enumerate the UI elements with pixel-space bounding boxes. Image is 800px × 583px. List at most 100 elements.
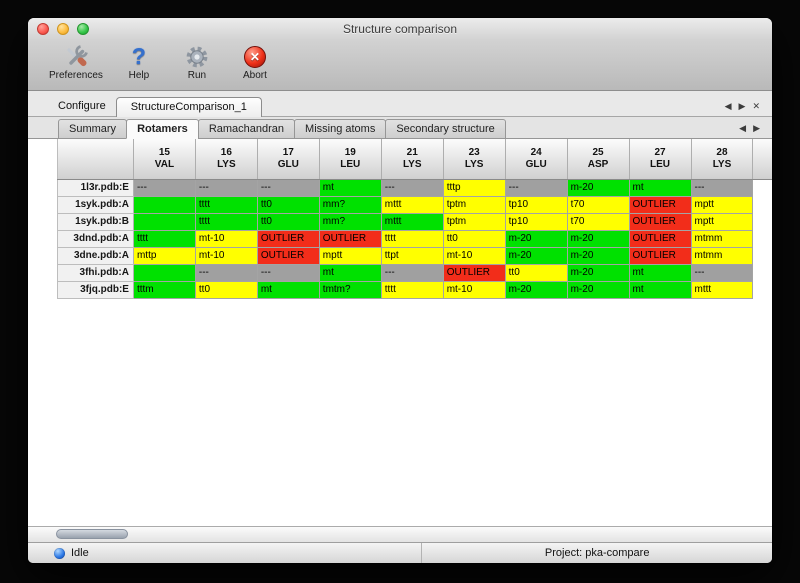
- rotamer-cell[interactable]: OUTLIER: [257, 230, 320, 248]
- close-config-icon[interactable]: ✕: [752, 101, 760, 111]
- rotamer-cell[interactable]: OUTLIER: [257, 247, 320, 265]
- rotamer-cell[interactable]: mm?: [319, 196, 382, 214]
- rotamer-cell[interactable]: tp10: [505, 213, 568, 231]
- rotamer-cell[interactable]: ---: [257, 264, 320, 282]
- column-header-25[interactable]: 25 ASP: [567, 139, 630, 180]
- rotamer-cell[interactable]: OUTLIER: [629, 213, 692, 231]
- rotamer-cell[interactable]: mt: [629, 281, 692, 299]
- rotamer-cell[interactable]: m-20: [567, 179, 630, 197]
- prev-config-icon[interactable]: ◀: [724, 101, 732, 111]
- rotamer-cell[interactable]: ---: [381, 179, 444, 197]
- rotamer-cell[interactable]: ---: [691, 264, 754, 282]
- rotamer-cell[interactable]: tt0: [505, 264, 568, 282]
- rotamer-cell[interactable]: OUTLIER: [319, 230, 382, 248]
- rotamer-cell[interactable]: ---: [195, 264, 258, 282]
- rotamer-cell[interactable]: tp10: [505, 196, 568, 214]
- next-tab-icon[interactable]: ▶: [753, 123, 760, 133]
- rotamer-cell[interactable]: tptm: [443, 213, 506, 231]
- minimize-window-button[interactable]: [57, 23, 69, 35]
- rotamer-cell[interactable]: m-20: [505, 281, 568, 299]
- row-label[interactable]: 1l3r.pdb:E: [57, 179, 134, 197]
- abort-button[interactable]: ✕ Abort: [230, 42, 280, 82]
- titlebar[interactable]: Structure comparison: [28, 18, 772, 40]
- rotamer-cell[interactable]: tt0: [257, 196, 320, 214]
- row-label[interactable]: 3dnd.pdb:A: [57, 230, 134, 248]
- rotamer-cell[interactable]: ---: [381, 264, 444, 282]
- rotamer-cell[interactable]: m-20: [505, 247, 568, 265]
- rotamer-cell[interactable]: [133, 264, 196, 282]
- rotamer-cell[interactable]: mt: [629, 264, 692, 282]
- rotamer-cell[interactable]: m-20: [567, 247, 630, 265]
- rotamer-cell[interactable]: [133, 213, 196, 231]
- row-label[interactable]: 3fhi.pdb:A: [57, 264, 134, 282]
- rotamer-cell[interactable]: mm?: [319, 213, 382, 231]
- row-label[interactable]: 3dne.pdb:A: [57, 247, 134, 265]
- rotamer-cell[interactable]: tt0: [257, 213, 320, 231]
- rotamer-cell[interactable]: mptt: [691, 196, 754, 214]
- rotamer-cell[interactable]: mt: [319, 179, 382, 197]
- rotamer-cell[interactable]: mttt: [691, 281, 754, 299]
- rotamer-cell[interactable]: mttt: [381, 196, 444, 214]
- run-button[interactable]: Run: [172, 42, 222, 82]
- row-label[interactable]: 1syk.pdb:B: [57, 213, 134, 231]
- rotamer-cell[interactable]: ttpt: [381, 247, 444, 265]
- tab-rotamers[interactable]: Rotamers: [126, 119, 199, 139]
- rotamer-cell[interactable]: mtmm: [691, 230, 754, 248]
- rotamer-cell[interactable]: mt-10: [195, 230, 258, 248]
- tab-summary[interactable]: Summary: [58, 119, 128, 139]
- rotamer-cell[interactable]: tmtm?: [319, 281, 382, 299]
- column-header-27[interactable]: 27 LEU: [629, 139, 692, 180]
- rotamer-cell[interactable]: mt-10: [443, 247, 506, 265]
- rotamer-cell[interactable]: tttt: [381, 230, 444, 248]
- rotamer-cell[interactable]: mt-10: [195, 247, 258, 265]
- column-header-17[interactable]: 17 GLU: [257, 139, 320, 180]
- tab-ramachandran[interactable]: Ramachandran: [197, 119, 296, 139]
- horizontal-scrollbar[interactable]: [28, 526, 772, 542]
- rotamer-cell[interactable]: OUTLIER: [443, 264, 506, 282]
- rotamer-cell[interactable]: tttp: [443, 179, 506, 197]
- rotamer-cell[interactable]: ---: [691, 179, 754, 197]
- rotamer-cell[interactable]: mtmm: [691, 247, 754, 265]
- configuration-tab[interactable]: StructureComparison_1: [115, 97, 262, 117]
- rotamer-cell[interactable]: tt0: [443, 230, 506, 248]
- next-config-icon[interactable]: ▶: [738, 101, 746, 111]
- tab-secondary-structure[interactable]: Secondary structure: [385, 119, 506, 139]
- rotamer-cell[interactable]: [133, 196, 196, 214]
- rotamer-cell[interactable]: OUTLIER: [629, 247, 692, 265]
- rotamer-cell[interactable]: tt0: [195, 281, 258, 299]
- rotamer-cell[interactable]: mptt: [691, 213, 754, 231]
- rotamer-cell[interactable]: mttt: [381, 213, 444, 231]
- rotamer-cell[interactable]: ---: [195, 179, 258, 197]
- rotamer-cell[interactable]: ---: [257, 179, 320, 197]
- column-header-15[interactable]: 15 VAL: [133, 139, 196, 180]
- rotamer-cell[interactable]: tttm: [133, 281, 196, 299]
- rotamer-cell[interactable]: t70: [567, 196, 630, 214]
- column-header-16[interactable]: 16 LYS: [195, 139, 258, 180]
- column-header-24[interactable]: 24 GLU: [505, 139, 568, 180]
- column-header-23[interactable]: 23 LYS: [443, 139, 506, 180]
- rotamer-cell[interactable]: OUTLIER: [629, 230, 692, 248]
- rotamer-cell[interactable]: mttp: [133, 247, 196, 265]
- prev-tab-icon[interactable]: ◀: [739, 123, 747, 133]
- rotamer-cell[interactable]: m-20: [505, 230, 568, 248]
- rotamer-cell[interactable]: mt: [257, 281, 320, 299]
- rotamer-cell[interactable]: tttt: [133, 230, 196, 248]
- rotamer-cell[interactable]: mt: [629, 179, 692, 197]
- rotamer-cell[interactable]: mt: [319, 264, 382, 282]
- rotamer-cell[interactable]: mptt: [319, 247, 382, 265]
- rotamer-cell[interactable]: m-20: [567, 264, 630, 282]
- rotamer-cell[interactable]: m-20: [567, 281, 630, 299]
- column-header-28[interactable]: 28 LYS: [691, 139, 754, 180]
- rotamer-cell[interactable]: mt-10: [443, 281, 506, 299]
- column-header-19[interactable]: 19 LEU: [319, 139, 382, 180]
- rotamer-cell[interactable]: tttt: [381, 281, 444, 299]
- row-label[interactable]: 1syk.pdb:A: [57, 196, 134, 214]
- tab-missing-atoms[interactable]: Missing atoms: [294, 119, 387, 139]
- close-window-button[interactable]: [37, 23, 49, 35]
- rotamer-cell[interactable]: t70: [567, 213, 630, 231]
- rotamer-cell[interactable]: ---: [505, 179, 568, 197]
- rotamer-cell[interactable]: tptm: [443, 196, 506, 214]
- rotamer-cell[interactable]: tttt: [195, 213, 258, 231]
- preferences-button[interactable]: Preferences: [46, 42, 106, 82]
- rotamer-cell[interactable]: ---: [133, 179, 196, 197]
